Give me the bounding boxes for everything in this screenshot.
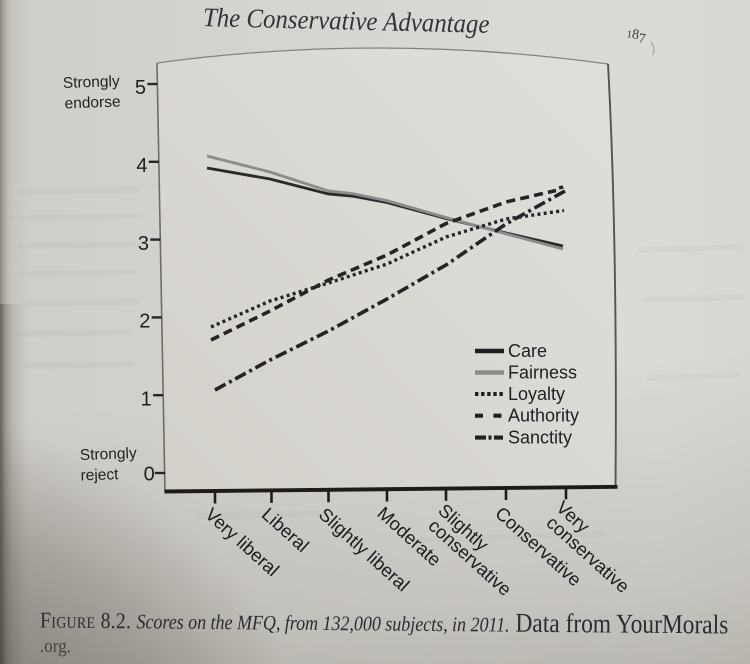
svg-text:.org.: .org. — [40, 635, 71, 657]
svg-text:The Conservative Advantage: The Conservative Advantage — [203, 2, 490, 39]
svg-text:Authority: Authority — [508, 406, 579, 426]
svg-text:Sanctity: Sanctity — [508, 428, 572, 448]
svg-text:4: 4 — [136, 155, 147, 177]
svg-text:5: 5 — [135, 77, 146, 99]
svg-text:Loyalty: Loyalty — [508, 384, 565, 404]
svg-text:187: 187 — [625, 26, 647, 47]
svg-text:Strongly: Strongly — [63, 73, 121, 92]
svg-text:0: 0 — [144, 464, 155, 486]
svg-text:Fairness: Fairness — [508, 363, 577, 383]
svg-text:Figure 8.2. Scores on the MFQ,: Figure 8.2. Scores on the MFQ, from 132,… — [40, 604, 728, 640]
svg-text:reject: reject — [80, 466, 119, 484]
svg-text:endorse: endorse — [64, 94, 121, 113]
svg-text:2: 2 — [139, 311, 150, 333]
svg-text:3: 3 — [138, 233, 149, 255]
svg-text:Strongly: Strongly — [80, 445, 138, 464]
svg-text:Care: Care — [508, 341, 547, 361]
svg-text:1: 1 — [141, 388, 152, 410]
